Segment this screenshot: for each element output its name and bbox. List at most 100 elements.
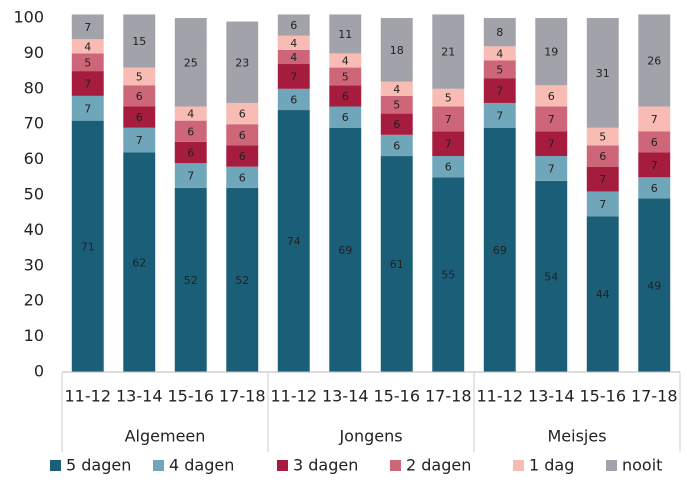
bar-segment <box>483 127 516 373</box>
data-label: 7 <box>599 173 606 186</box>
data-label: 6 <box>290 93 297 106</box>
bar-segment <box>226 21 259 103</box>
x-tick-label: 17-18 <box>219 387 266 406</box>
bar-segment <box>586 18 619 128</box>
bar-segment <box>586 145 619 167</box>
group-label: Jongens <box>338 427 402 446</box>
bar-segment <box>329 106 362 128</box>
bar-segment <box>483 18 516 47</box>
bar-segment <box>638 198 671 372</box>
x-tick-label: 13-14 <box>322 387 369 406</box>
bar-segment <box>586 216 619 372</box>
group-label: Meisjes <box>547 427 606 446</box>
data-label: 7 <box>136 134 143 147</box>
bar-segment <box>329 53 362 68</box>
bar-segment <box>226 145 259 167</box>
data-label: 4 <box>187 108 194 121</box>
data-label: 31 <box>596 67 610 80</box>
bar-segment <box>535 18 568 86</box>
data-label: 7 <box>84 77 91 90</box>
data-label: 69 <box>493 244 507 257</box>
bar-segment <box>329 85 362 107</box>
legend-label: 4 dagen <box>169 456 234 475</box>
y-tick-label: 90 <box>24 43 44 62</box>
bar-segment <box>432 14 465 89</box>
data-label: 6 <box>290 19 297 32</box>
bar-segment <box>535 156 568 181</box>
bar-segment <box>123 106 156 128</box>
bar-segment <box>226 102 259 125</box>
bar-segment <box>277 35 310 50</box>
x-tick-label: 17-18 <box>631 387 678 406</box>
data-label: 7 <box>84 102 91 115</box>
data-label: 6 <box>187 147 194 160</box>
data-label: 4 <box>393 83 400 96</box>
data-label: 6 <box>393 139 400 152</box>
bar-segment <box>174 141 207 164</box>
data-label: 5 <box>136 70 143 83</box>
legend-label: 5 dagen <box>66 456 131 475</box>
data-label: 55 <box>441 269 455 282</box>
legend-swatch <box>153 460 164 471</box>
legend-label: 2 dagen <box>406 456 471 475</box>
x-tick-label: 15-16 <box>580 387 627 406</box>
bar-segment <box>483 60 516 79</box>
bar-segment <box>277 110 310 372</box>
bar-segment <box>277 14 310 36</box>
legend-swatch <box>277 460 288 471</box>
bar-segment <box>174 106 207 121</box>
y-tick-label: 50 <box>24 185 44 204</box>
data-label: 54 <box>544 270 558 283</box>
data-label: 6 <box>342 111 349 124</box>
legend-label: 3 dagen <box>293 456 358 475</box>
legend-swatch <box>606 460 617 471</box>
bar-segment <box>329 14 362 54</box>
data-label: 6 <box>239 171 246 184</box>
bar-segment <box>380 134 413 157</box>
bar-segment <box>586 191 619 217</box>
bar-segment <box>638 106 671 132</box>
bar-segment <box>329 67 362 86</box>
legend-label: nooit <box>622 456 662 475</box>
bar-segment <box>535 131 568 157</box>
bar-segment <box>638 177 671 199</box>
data-label: 6 <box>651 182 658 195</box>
data-label: 15 <box>132 35 146 48</box>
data-label: 5 <box>445 92 452 105</box>
y-tick-label: 70 <box>24 114 44 133</box>
bar-segment <box>277 64 310 89</box>
data-label: 23 <box>235 56 249 69</box>
bar-segment <box>535 85 568 107</box>
bar-segment <box>432 156 465 178</box>
data-label: 6 <box>651 136 658 149</box>
bar-segment <box>483 78 516 103</box>
data-label: 8 <box>496 26 503 39</box>
data-label: 5 <box>393 99 400 112</box>
data-label: 49 <box>647 279 661 292</box>
bar-segment <box>174 120 207 142</box>
bar-segment <box>380 156 413 372</box>
bar-segment <box>226 124 259 146</box>
data-label: 6 <box>136 90 143 103</box>
data-label: 52 <box>184 274 198 287</box>
data-label: 21 <box>441 46 455 59</box>
legend-swatch <box>50 460 61 471</box>
bar-segment <box>174 18 207 107</box>
data-label: 7 <box>496 109 503 122</box>
x-tick-label: 15-16 <box>374 387 421 406</box>
data-label: 6 <box>239 129 246 142</box>
bar-segment <box>380 113 413 135</box>
data-label: 7 <box>187 170 194 183</box>
data-label: 4 <box>290 51 297 64</box>
data-label: 74 <box>287 235 301 248</box>
bar-segment <box>586 127 619 146</box>
y-tick-label: 100 <box>13 8 44 27</box>
y-tick-label: 80 <box>24 78 44 97</box>
bar-segment <box>638 152 671 178</box>
data-label: 6 <box>136 111 143 124</box>
bar-segment <box>432 88 465 107</box>
data-label: 26 <box>647 54 661 67</box>
data-label: 7 <box>651 159 658 172</box>
data-label: 7 <box>548 138 555 151</box>
